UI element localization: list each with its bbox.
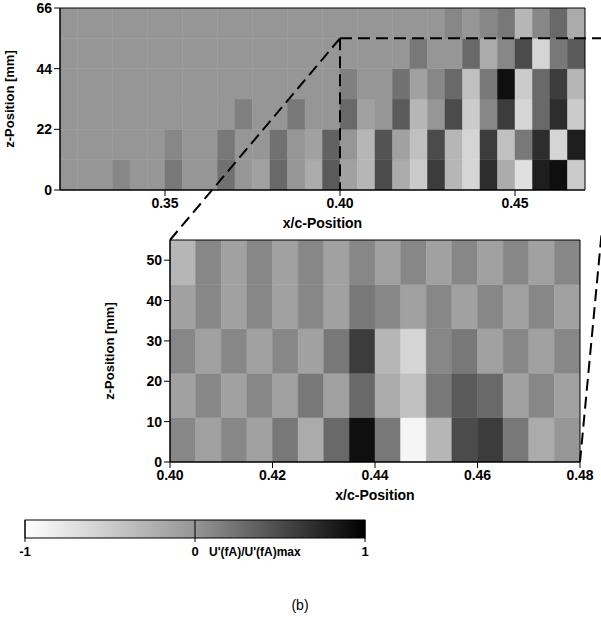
svg-text:z-Position [mm]: z-Position [mm]	[2, 50, 17, 148]
svg-text:0.48: 0.48	[566, 467, 593, 483]
svg-text:z-Position [mm]: z-Position [mm]	[102, 302, 117, 400]
svg-text:-1: -1	[19, 544, 31, 559]
svg-text:x/c-Position: x/c-Position	[335, 487, 414, 502]
svg-text:U'(fA)/U'(fA)max: U'(fA)/U'(fA)max	[209, 545, 301, 559]
svg-text:x/c-Position: x/c-Position	[283, 215, 362, 230]
svg-text:0: 0	[44, 182, 52, 198]
svg-text:66: 66	[36, 0, 52, 16]
svg-text:0.44: 0.44	[361, 467, 388, 483]
svg-text:20: 20	[146, 373, 162, 389]
svg-text:30: 30	[146, 333, 162, 349]
svg-text:0.35: 0.35	[151, 195, 178, 211]
svg-text:(b): (b)	[291, 597, 308, 613]
svg-text:0.40: 0.40	[156, 466, 184, 483]
svg-text:0: 0	[154, 454, 162, 470]
svg-text:40: 40	[146, 293, 162, 309]
svg-text:0: 0	[191, 544, 198, 559]
svg-text:0.45: 0.45	[501, 195, 528, 211]
svg-text:44: 44	[36, 61, 52, 77]
svg-text:0.40: 0.40	[326, 195, 353, 211]
svg-text:50: 50	[146, 252, 162, 268]
svg-text:0.42: 0.42	[259, 467, 286, 483]
svg-text:22: 22	[36, 121, 52, 137]
svg-text:1: 1	[361, 544, 368, 559]
svg-text:10: 10	[146, 414, 162, 430]
svg-text:0.46: 0.46	[464, 467, 491, 483]
